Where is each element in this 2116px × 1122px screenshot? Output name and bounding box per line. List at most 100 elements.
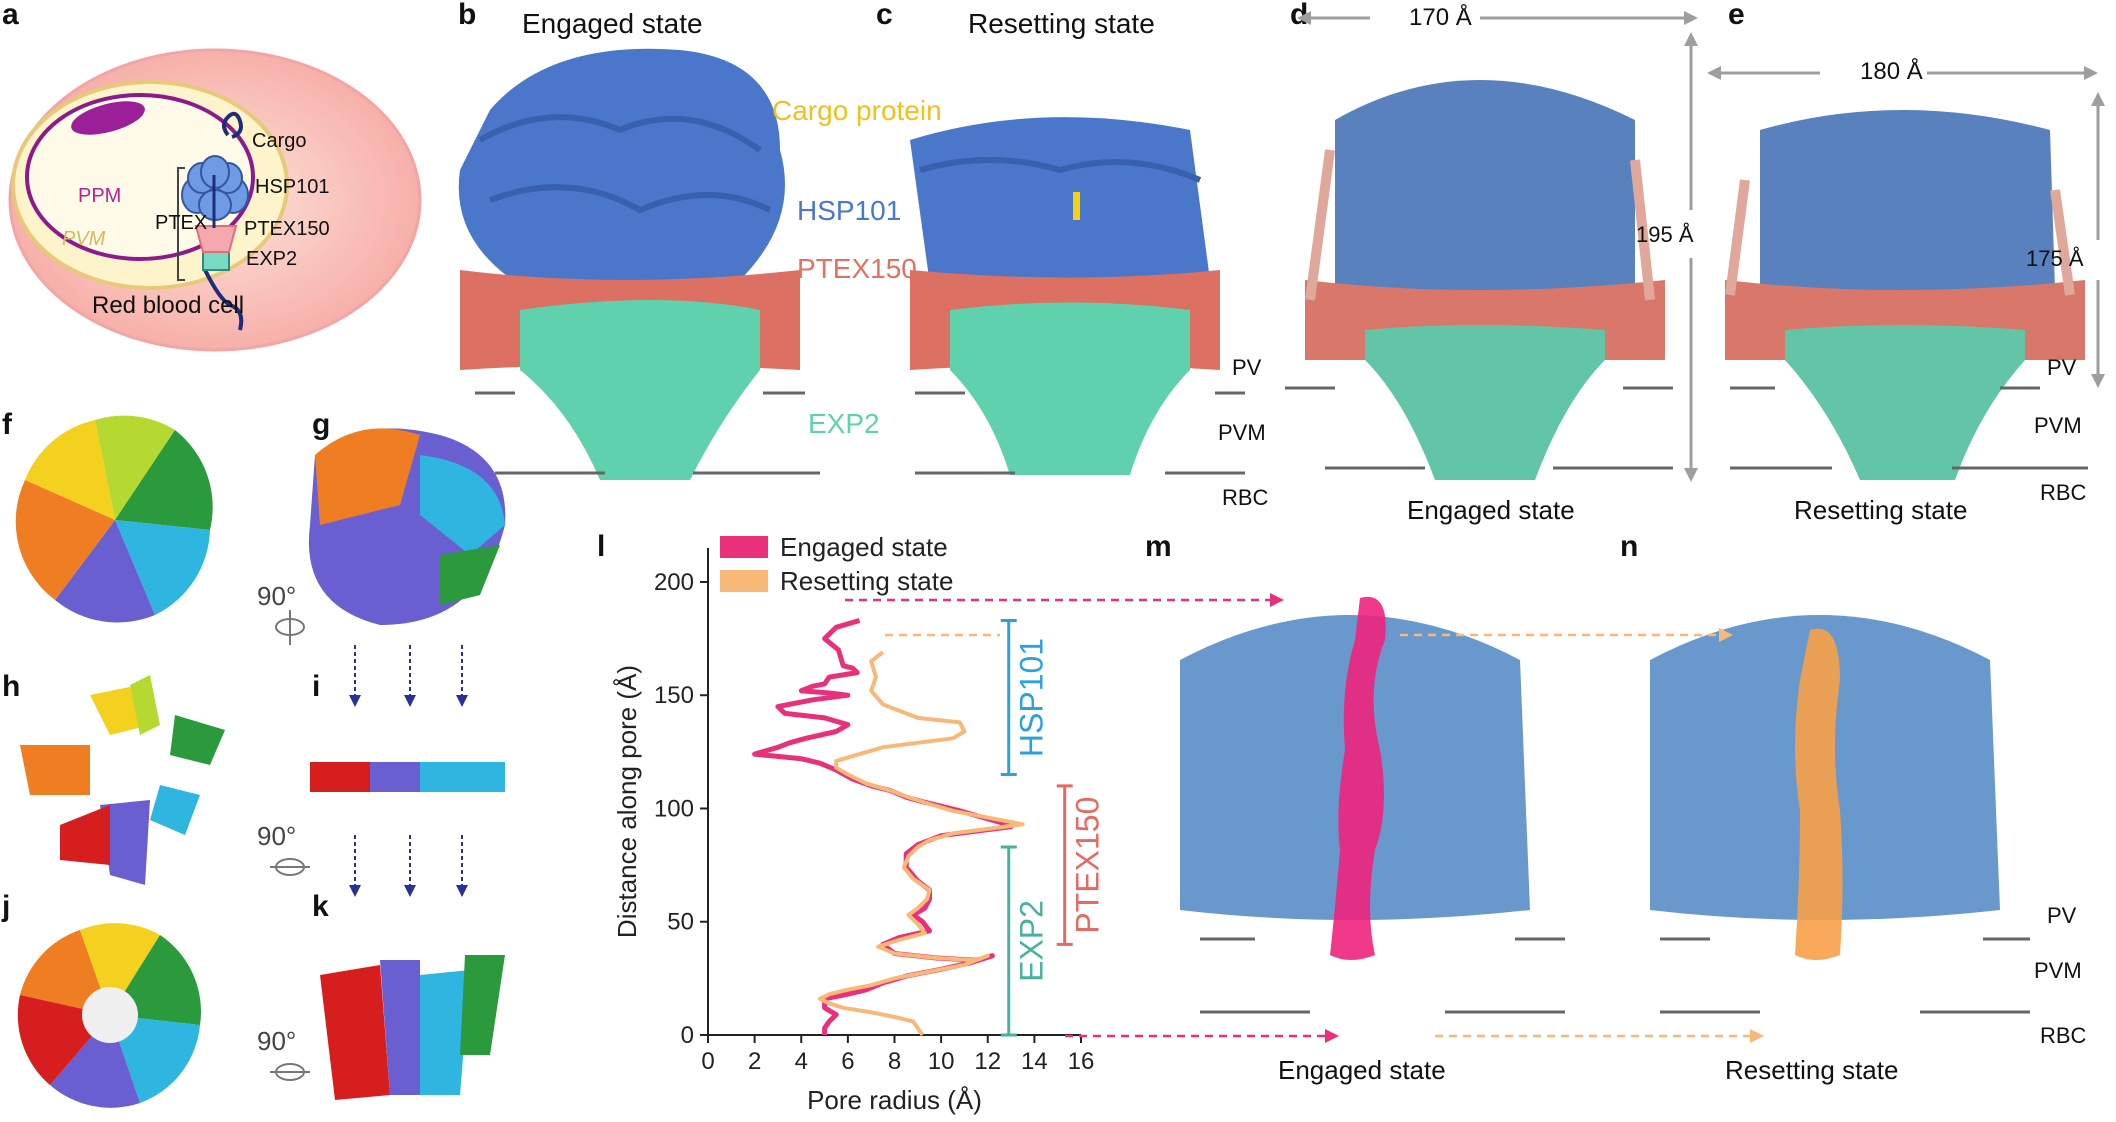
panel-label-k: k	[312, 890, 329, 923]
cargo-label: Cargo	[252, 130, 307, 152]
rbc-label-c: RBC	[1222, 485, 1269, 510]
pv-label-c: PV	[1232, 355, 1262, 380]
hsp101-flower	[181, 155, 249, 221]
panel-label-a: a	[2, 0, 19, 31]
height-175-label: 175 Å	[2026, 246, 2084, 271]
y-tick-label: 0	[681, 1022, 694, 1049]
rotation-icons	[270, 610, 310, 1081]
exp2-map-label: EXP2	[808, 408, 880, 439]
x-tick-label: 0	[701, 1048, 714, 1075]
x-tick-label: 6	[841, 1048, 854, 1075]
exp2-density	[520, 300, 760, 480]
rbc-label: Red blood cell	[92, 292, 245, 319]
exp2-ribbons	[1785, 325, 2025, 480]
panels-f-k-hexamer: 90° 90° 90°	[15, 415, 506, 1108]
y-axis-label: Distance along pore (Å)	[612, 665, 642, 938]
panel-a-cell-schematic	[8, 48, 422, 352]
ptex150-label: PTEX150	[244, 218, 330, 240]
width-180-label: 180 Å	[1856, 58, 1927, 86]
hexamer-top-view	[15, 415, 213, 623]
hexamer-side-view	[308, 428, 506, 625]
x-tick-label: 10	[928, 1048, 955, 1075]
y-tick-label: 50	[667, 909, 694, 936]
hsp101-map-label: HSP101	[797, 195, 902, 226]
panel-label-j: j	[2, 890, 11, 923]
ppm-membrane	[25, 93, 255, 261]
exp2-ribbons	[1365, 325, 1605, 480]
engaged-pore-mesh	[1330, 596, 1386, 960]
panel-n-caption: Resetting state	[1725, 1055, 1899, 1085]
annotation-label: PTEX150	[1070, 797, 1106, 934]
panel-c-title: Resetting state	[968, 8, 1155, 39]
exp2-label: EXP2	[246, 248, 298, 270]
panel-l-pore-radius-chart: 0 2 4 6 8 10 12 14 16 0 50 100 150 200 Pore radius (Å)…	[612, 532, 1106, 1115]
panel-d-model	[1285, 11, 1698, 482]
series-resetting-line	[817, 650, 1025, 1037]
height-195-label: 195 Å	[1636, 222, 1694, 247]
legend-label: Resetting state	[780, 566, 953, 596]
panels-m-n-pore-models	[1180, 596, 2030, 1014]
cargo-protein-label: Cargo protein	[772, 95, 942, 126]
panel-label-i: i	[312, 670, 321, 703]
pv-label-n: PV	[2047, 903, 2077, 928]
x-tick-label: 4	[795, 1048, 808, 1075]
x-tick-label: 8	[888, 1048, 901, 1075]
legend-swatch	[720, 570, 768, 592]
hsp101-label: HSP101	[255, 176, 330, 198]
ptex150-cone	[194, 225, 238, 253]
panel-label-h: h	[2, 670, 21, 703]
membrane-lines-m-n	[1200, 937, 2030, 1014]
legend-label: Engaged state	[780, 532, 948, 562]
pv-label-e: PV	[2047, 355, 2077, 380]
panel-label-l: l	[597, 530, 606, 563]
panel-label-g: g	[312, 408, 331, 441]
hexamer-side-cut	[320, 955, 505, 1100]
panel-label-c: c	[876, 0, 893, 31]
panel-b-cryoem-map	[458, 48, 800, 480]
annotation-label: HSP101	[1014, 638, 1050, 757]
panel-c-cryoem-map	[910, 117, 1220, 475]
hsp101-ribbons	[1760, 110, 2055, 290]
pvm-label-c: PVM	[1218, 420, 1266, 445]
parasite-organelle	[71, 101, 145, 135]
cargo-strand-bottom	[203, 269, 244, 331]
exp2-density	[950, 302, 1190, 475]
rotation-label-k: 90°	[257, 1026, 296, 1056]
legend-swatch	[720, 536, 768, 558]
rbc-label-n: RBC	[2040, 1023, 2087, 1048]
pvm-label: PVM	[62, 228, 106, 250]
x-tick-label: 14	[1021, 1048, 1048, 1075]
panel-e-model	[1707, 66, 2105, 480]
rotation-label-i: 90°	[257, 821, 296, 851]
ptex150-map-label: PTEX150	[797, 253, 917, 284]
panel-b-membrane-lines	[475, 391, 820, 475]
pvm-label-n: PVM	[2034, 958, 2082, 983]
panel-label-e: e	[1728, 0, 1745, 31]
panel-d-caption: Engaged state	[1407, 495, 1575, 525]
hsp101-ribbons	[1335, 80, 1635, 290]
cargo-strand-top	[222, 111, 243, 139]
y-tick-label: 200	[654, 569, 694, 596]
panel-b-title: Engaged state	[522, 8, 703, 39]
panel-label-b: b	[458, 0, 477, 31]
ptex-bracket	[177, 167, 185, 281]
hexamer-flat-layer	[310, 762, 505, 792]
resetting-pore-mesh	[1795, 628, 1843, 960]
panel-m-caption: Engaged state	[1278, 1055, 1446, 1085]
rbc-label-e: RBC	[2040, 480, 2087, 505]
panel-label-m: m	[1145, 530, 1172, 563]
y-tick-label: 150	[654, 682, 694, 709]
x-axis-label: Pore radius (Å)	[807, 1085, 982, 1115]
hexamer-single-layer	[20, 675, 225, 885]
panel-c-membrane-lines	[915, 391, 1245, 475]
projection-arrows	[354, 645, 463, 890]
cargo-density	[1073, 192, 1080, 220]
y-tick-label: 100	[654, 795, 694, 822]
annotation-label: EXP2	[1014, 900, 1050, 982]
x-tick-label: 12	[974, 1048, 1001, 1075]
width-170-label: 170 Å	[1405, 4, 1476, 32]
panel-label-d: d	[1290, 0, 1309, 31]
pvm-label-e: PVM	[2034, 413, 2082, 438]
